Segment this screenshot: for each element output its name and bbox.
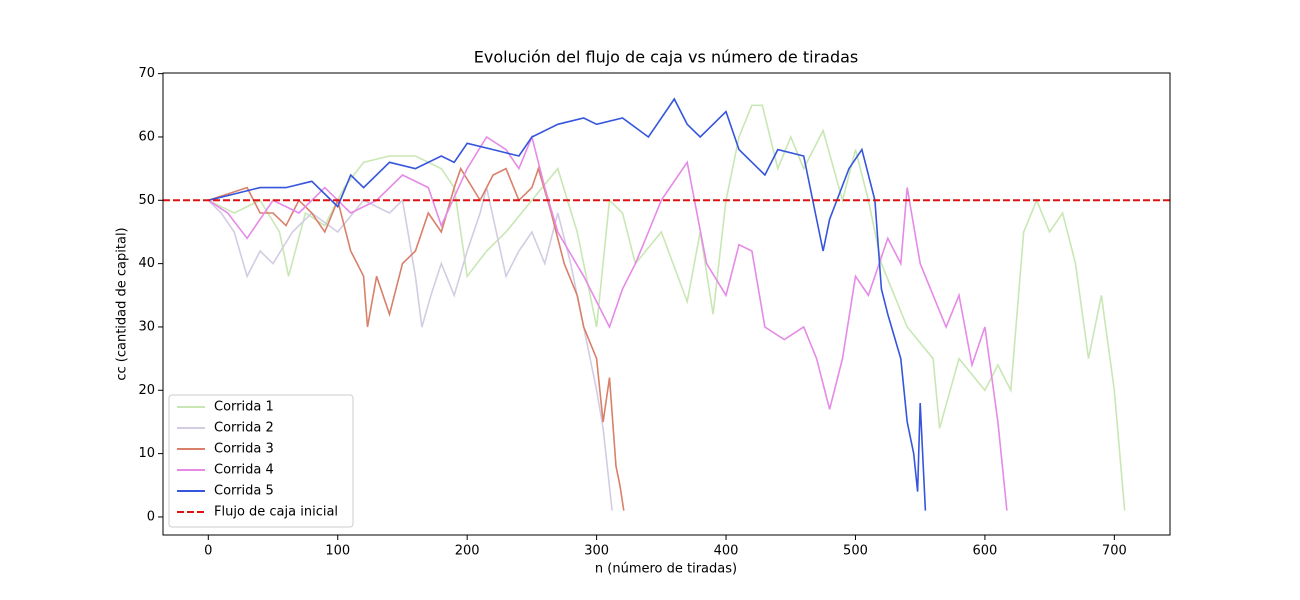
x-tick-label: 100	[325, 544, 350, 559]
legend-label: Corrida 1	[214, 400, 274, 415]
y-tick-label: 30	[138, 319, 155, 334]
x-tick-label: 400	[714, 544, 739, 559]
chart-title: Evolución del flujo de caja vs número de…	[474, 48, 859, 67]
x-tick-label: 200	[455, 544, 480, 559]
legend-label: Corrida 5	[214, 484, 274, 499]
x-axis-label: n (número de tiradas)	[595, 562, 737, 577]
y-tick-label: 0	[147, 509, 155, 524]
y-tick-label: 70	[138, 66, 155, 81]
legend-label: Corrida 2	[214, 421, 274, 436]
plot-frame	[162, 72, 1171, 536]
y-tick-label: 20	[138, 383, 155, 398]
x-tick-label: 600	[972, 544, 997, 559]
x-tick-label: 0	[204, 544, 212, 559]
y-tick-label: 10	[138, 446, 155, 461]
legend-box	[168, 394, 354, 528]
series-line	[207, 187, 613, 511]
y-tick-label: 50	[138, 193, 155, 208]
legend-label: Flujo de caja inicial	[214, 505, 338, 520]
y-tick-label: 40	[138, 256, 155, 271]
series-line	[208, 97, 927, 511]
x-tick-label: 500	[843, 544, 868, 559]
y-tick-label: 60	[138, 129, 155, 144]
x-tick-label: 300	[584, 544, 609, 559]
legend-label: Corrida 3	[214, 442, 274, 457]
series-line	[208, 165, 625, 511]
x-tick-label: 700	[1102, 544, 1127, 559]
legend-label: Corrida 4	[214, 463, 274, 478]
y-axis-label: cc (cantidad de capital)	[115, 227, 130, 380]
